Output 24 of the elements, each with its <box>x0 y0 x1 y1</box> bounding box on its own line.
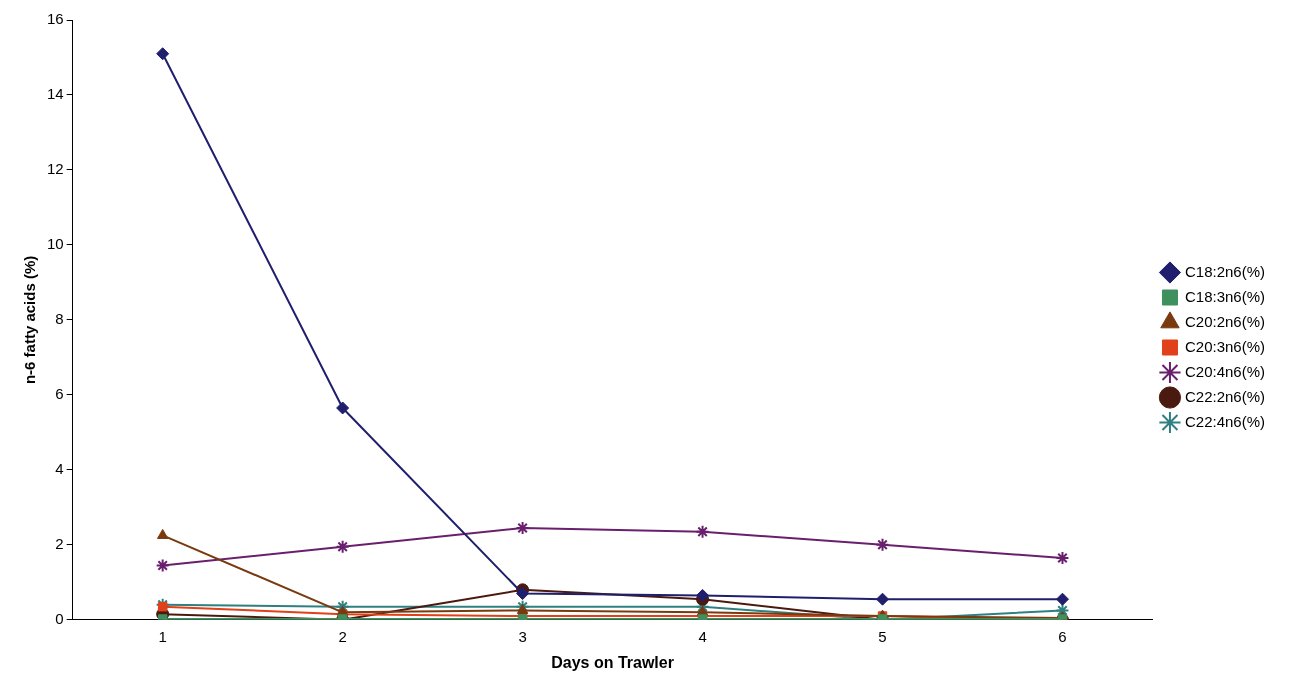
y-tick-label: 2 <box>55 534 64 552</box>
x-tick-label: 1 <box>158 627 167 645</box>
legend-label: C20:2n6(%) <box>1184 312 1266 330</box>
y-tick-label: 12 <box>47 160 64 178</box>
x-axis-title: Days on Trawler <box>551 653 674 671</box>
legend-label: C18:2n6(%) <box>1184 262 1266 280</box>
y-tick-label: 16 <box>47 10 64 28</box>
y-tick-label: 0 <box>55 609 64 627</box>
y-tick-label: 4 <box>55 459 64 477</box>
x-tick-label: 4 <box>698 627 707 645</box>
legend-label: C20:3n6(%) <box>1184 337 1266 355</box>
y-tick-label: 6 <box>55 385 64 403</box>
y-tick-label: 10 <box>47 235 64 253</box>
x-tick-label: 5 <box>878 627 887 645</box>
legend-label: C22:4n6(%) <box>1184 412 1266 430</box>
x-tick-label: 6 <box>1058 627 1067 645</box>
x-tick-label: 2 <box>338 627 347 645</box>
y-tick-label: 8 <box>55 310 64 328</box>
y-tick-label: 14 <box>47 85 64 103</box>
legend-label: C22:2n6(%) <box>1184 387 1266 405</box>
legend-label: C18:3n6(%) <box>1184 287 1266 305</box>
y-axis-title: n-6 fatty acids (%) <box>21 255 39 385</box>
legend-label: C20:4n6(%) <box>1184 362 1266 380</box>
x-tick-label: 3 <box>518 627 527 645</box>
